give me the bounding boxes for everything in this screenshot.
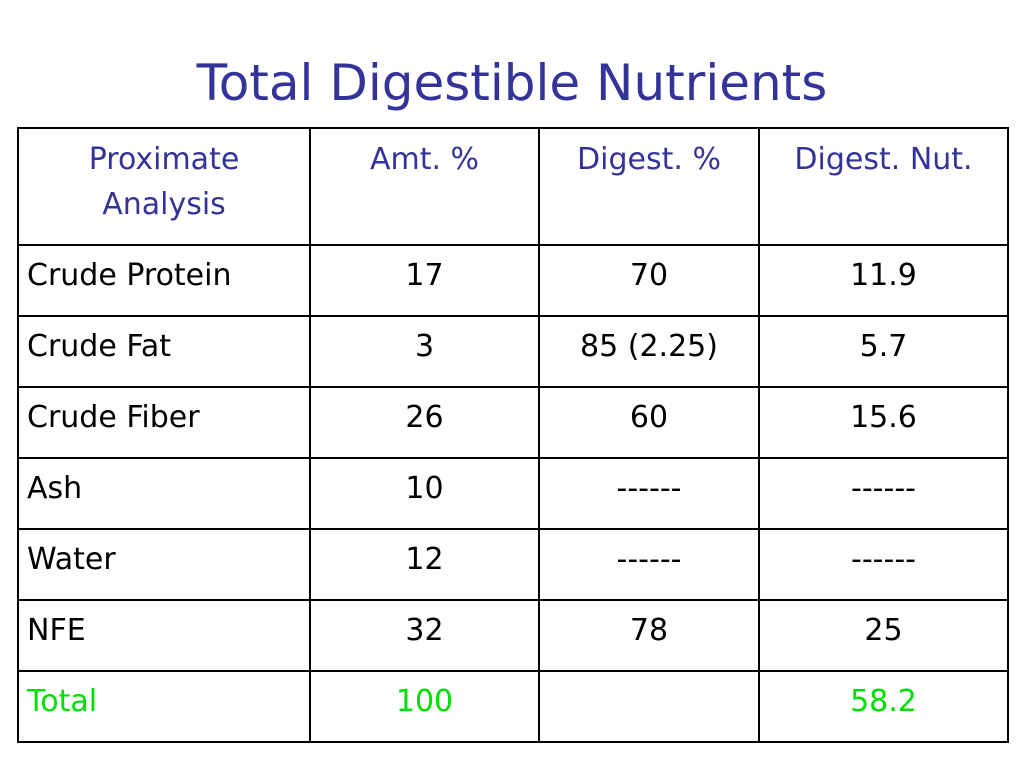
row-digest-nutrients: 11.9 xyxy=(758,244,1009,317)
row-digest-percent: 85 (2.25) xyxy=(538,315,760,388)
row-name: Water xyxy=(17,528,311,601)
row-digest-percent: 60 xyxy=(538,386,760,459)
header-digestible-percent: Digest. % xyxy=(538,127,760,246)
row-digest-percent: ------ xyxy=(538,528,760,601)
total-digest-nutrients: 58.2 xyxy=(758,670,1009,743)
total-amount: 100 xyxy=(309,670,540,743)
table-header-row: Proximate Analysis Amt. % Digest. % Dige… xyxy=(17,127,1009,246)
table-total-row: Total 100 58.2 xyxy=(17,670,1009,743)
slide-title: Total Digestible Nutrients xyxy=(196,54,828,112)
row-digest-nutrients: 25 xyxy=(758,599,1009,672)
table-row: Crude Protein 17 70 11.9 xyxy=(17,244,1009,317)
row-name: Crude Fiber xyxy=(17,386,311,459)
row-digest-percent: 70 xyxy=(538,244,760,317)
row-digest-percent: ------ xyxy=(538,457,760,530)
total-digest-percent xyxy=(538,670,760,743)
row-digest-nutrients: ------ xyxy=(758,528,1009,601)
nutrients-table: Proximate Analysis Amt. % Digest. % Dige… xyxy=(17,127,1009,743)
header-digestible-nutrients: Digest. Nut. xyxy=(758,127,1009,246)
total-label: Total xyxy=(17,670,311,743)
header-proximate-analysis: Proximate Analysis xyxy=(17,127,311,246)
table-row: Water 12 ------ ------ xyxy=(17,528,1009,601)
row-name: NFE xyxy=(17,599,311,672)
row-amount: 3 xyxy=(309,315,540,388)
table-row: Crude Fat 3 85 (2.25) 5.7 xyxy=(17,315,1009,388)
row-amount: 26 xyxy=(309,386,540,459)
row-digest-nutrients: 5.7 xyxy=(758,315,1009,388)
row-amount: 10 xyxy=(309,457,540,530)
row-amount: 12 xyxy=(309,528,540,601)
table-row: Ash 10 ------ ------ xyxy=(17,457,1009,530)
row-digest-nutrients: ------ xyxy=(758,457,1009,530)
row-amount: 32 xyxy=(309,599,540,672)
row-amount: 17 xyxy=(309,244,540,317)
table-row: Crude Fiber 26 60 15.6 xyxy=(17,386,1009,459)
header-amount-percent: Amt. % xyxy=(309,127,540,246)
table-row: NFE 32 78 25 xyxy=(17,599,1009,672)
row-digest-percent: 78 xyxy=(538,599,760,672)
row-name: Crude Fat xyxy=(17,315,311,388)
row-name: Crude Protein xyxy=(17,244,311,317)
row-name: Ash xyxy=(17,457,311,530)
row-digest-nutrients: 15.6 xyxy=(758,386,1009,459)
